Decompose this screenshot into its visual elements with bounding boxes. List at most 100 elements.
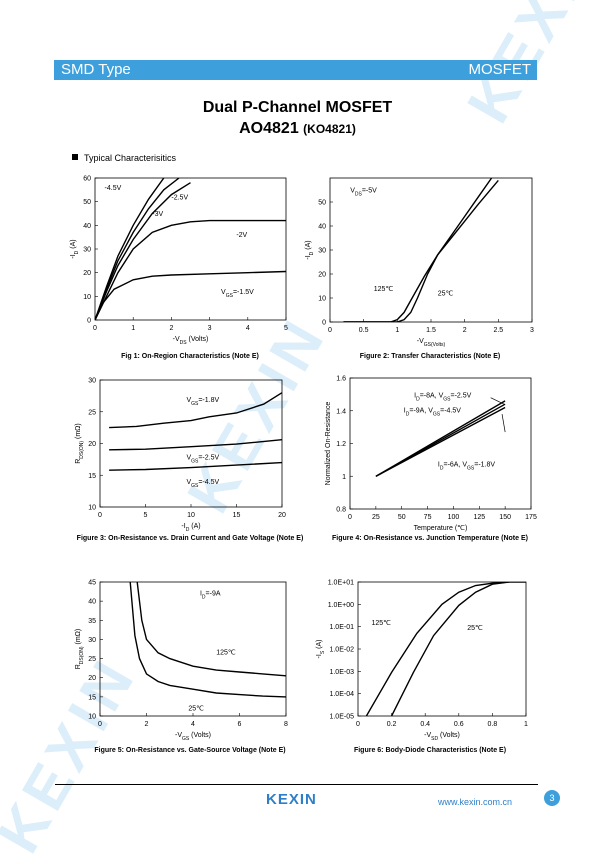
plot-frame: [357, 581, 527, 717]
x-tick-label: 2: [463, 327, 467, 334]
series-label: 125℃: [371, 620, 391, 627]
x-tick-label: 10: [187, 512, 195, 519]
x-tick-label: 100: [448, 514, 460, 521]
x-tick-label: 1.5: [426, 327, 436, 334]
x-tick-label: 0.2: [387, 721, 397, 728]
x-tick-label: 0: [356, 721, 360, 728]
x-tick-label: 125: [473, 514, 485, 521]
y-tick-label: 1.0E-03: [329, 669, 354, 676]
series-label: ID=-8A, VGS=-2.5V: [414, 393, 472, 403]
y-axis-label: -ID (A): [305, 240, 315, 259]
plot-frame: [329, 177, 533, 323]
footer-url[interactable]: www.kexin.com.cn: [438, 797, 513, 807]
caption-fig1: Fig 1: On-Region Characteristics (Note E…: [121, 353, 259, 360]
series-label: ID=-9A: [200, 590, 221, 600]
series-label: 25℃: [188, 705, 204, 712]
x-tick-label: 1: [395, 327, 399, 334]
y-tick-label: 1.0E-02: [329, 647, 354, 654]
section-heading: Typical Characterisitics: [72, 153, 176, 163]
series-label: 25℃: [438, 291, 454, 298]
x-tick-label: 4: [191, 721, 195, 728]
x-axis-label: -VGS(Volts): [417, 338, 446, 348]
series-line: [343, 178, 493, 322]
x-tick-label: 4: [246, 325, 250, 332]
y-tick-label: 1: [342, 474, 346, 481]
y-tick-label: 30: [83, 247, 91, 254]
series-label: -2.5V: [171, 194, 188, 201]
caption-fig2: Figure 2: Transfer Characteristics (Note…: [359, 353, 501, 360]
x-tick-label: 0.4: [420, 721, 430, 728]
y-tick-label: 30: [88, 637, 96, 644]
y-tick-label: 50: [83, 199, 91, 206]
y-tick-label: 20: [318, 272, 326, 279]
arrow-line: [501, 413, 506, 433]
chart-body-diode: 0 0.2 0.4 0.6 0.8 1 1.0E-05 1.0E-04 1.0E-03 1.0E-…: [316, 580, 528, 743]
y-tick-label: 10: [318, 296, 326, 303]
x-tick-label: 175: [525, 514, 537, 521]
x-tick-label: 3: [208, 325, 212, 332]
series-label: VGS=-2.5V: [186, 454, 219, 464]
x-axis-label: -ID (A): [181, 523, 200, 533]
y-tick-label: 25: [88, 656, 96, 663]
y-tick-label: 50: [318, 200, 326, 207]
y-tick-label: 1.0E-05: [329, 714, 354, 721]
x-tick-label: 15: [233, 512, 241, 519]
x-tick-label: 8: [284, 721, 288, 728]
series-label: 125℃: [216, 650, 236, 657]
y-tick-label: 40: [83, 223, 91, 230]
series-line: [390, 582, 510, 716]
series-label: ID=-6A, VGS=-1.8V: [438, 461, 496, 471]
y-tick-label: 20: [88, 441, 96, 448]
header-category: MOSFET: [468, 61, 532, 78]
series-label: VGS=-1.5V: [221, 289, 254, 299]
x-tick-label: 2: [169, 325, 173, 332]
header-type: SMD Type: [61, 61, 131, 78]
kexin-logo: KEXIN: [266, 791, 317, 808]
y-tick-label: 10: [83, 294, 91, 301]
y-tick-label: 40: [318, 224, 326, 231]
caption-fig6: Figure 6: Body-Diode Characteristics (No…: [353, 747, 507, 754]
header-banner: SMD Type MOSFET: [54, 60, 537, 80]
y-axis-label: RDS(ON) (mΩ): [75, 423, 85, 464]
x-tick-label: 75: [424, 514, 432, 521]
document-title: Dual P-Channel MOSFET: [202, 99, 393, 116]
x-tick-label: 2: [145, 721, 149, 728]
x-tick-label: 1: [131, 325, 135, 332]
caption-fig5: Figure 5: On-Resistance vs. Gate-Source …: [94, 747, 286, 754]
y-tick-label: 1.0E+01: [328, 580, 354, 587]
series-label: ID=-9A, VGS=-4.5V: [404, 407, 462, 417]
x-tick-label: 5: [144, 512, 148, 519]
y-tick-label: 10: [88, 714, 96, 721]
x-tick-label: 50: [398, 514, 406, 521]
series-label: VDS=-5V: [350, 187, 377, 197]
y-tick-label: 0: [322, 320, 326, 327]
x-tick-label: 3: [530, 327, 534, 334]
x-tick-label: 0: [98, 721, 102, 728]
y-tick-label: 35: [88, 618, 96, 625]
series-line: [95, 182, 191, 320]
y-tick-label: 15: [88, 694, 96, 701]
x-tick-label: 0: [328, 327, 332, 334]
y-tick-label: 1.0E+00: [328, 602, 354, 609]
y-tick-label: 30: [318, 248, 326, 255]
chart-rdson-vs-temp: 0 25 50 75 100 125 150 175 0.8 1 1.2 1.4 1.6 Temperat…: [325, 376, 537, 533]
y-tick-label: 60: [83, 176, 91, 183]
y-tick-label: 10: [88, 505, 96, 512]
series-line: [95, 219, 286, 320]
series-line: [109, 392, 282, 429]
x-tick-label: 0: [93, 325, 97, 332]
footer-divider: [55, 784, 538, 785]
y-tick-label: 25: [88, 409, 96, 416]
series-label: -2V: [236, 232, 247, 239]
part-number: AO4821 (KO4821): [0, 120, 595, 138]
y-axis-label: -ID (A): [70, 239, 80, 258]
y-tick-label: 1.6: [336, 376, 346, 383]
x-tick-label: 1: [524, 721, 528, 728]
y-tick-label: 1.4: [336, 408, 346, 415]
x-axis-label: Temperature (℃): [414, 525, 468, 532]
x-tick-label: 2.5: [493, 327, 503, 334]
series-line: [375, 406, 506, 477]
series-label: -3V: [152, 211, 163, 218]
chart-rdson-vs-id: 0 5 10 15 20 10 15 20 25 30 -ID (A) RDS(ON) (mΩ) VGS…: [75, 378, 286, 534]
